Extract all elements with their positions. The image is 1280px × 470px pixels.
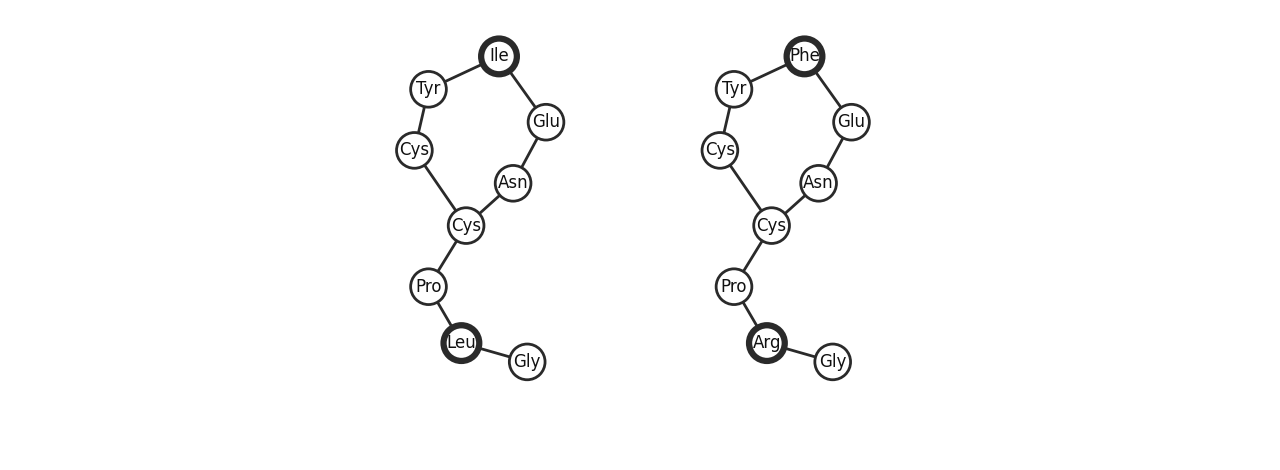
Text: Cys: Cys: [756, 217, 787, 235]
Text: Pro: Pro: [415, 278, 442, 296]
Circle shape: [787, 39, 822, 74]
Circle shape: [833, 104, 869, 140]
Circle shape: [716, 269, 751, 305]
Text: Glu: Glu: [532, 113, 561, 131]
Circle shape: [509, 344, 545, 380]
Circle shape: [448, 208, 484, 243]
Circle shape: [701, 133, 737, 168]
Circle shape: [481, 39, 517, 74]
Circle shape: [529, 104, 564, 140]
Circle shape: [444, 325, 479, 361]
Text: Cys: Cys: [705, 141, 735, 159]
Circle shape: [495, 165, 531, 201]
Text: Gly: Gly: [819, 353, 846, 371]
Circle shape: [801, 165, 836, 201]
Text: Ile: Ile: [489, 47, 509, 65]
Text: Glu: Glu: [837, 113, 865, 131]
Text: Cys: Cys: [451, 217, 481, 235]
Text: Tyr: Tyr: [722, 80, 746, 98]
Circle shape: [716, 71, 751, 107]
Circle shape: [749, 325, 785, 361]
Text: Gly: Gly: [513, 353, 541, 371]
Text: Tyr: Tyr: [416, 80, 440, 98]
Text: Asn: Asn: [498, 174, 529, 192]
Text: Arg: Arg: [753, 334, 781, 352]
Text: Phe: Phe: [788, 47, 820, 65]
Text: Cys: Cys: [399, 141, 430, 159]
Text: Pro: Pro: [721, 278, 748, 296]
Circle shape: [754, 208, 790, 243]
Text: Asn: Asn: [804, 174, 833, 192]
Circle shape: [411, 269, 447, 305]
Text: Leu: Leu: [447, 334, 476, 352]
Circle shape: [397, 133, 433, 168]
Circle shape: [411, 71, 447, 107]
Circle shape: [815, 344, 850, 380]
